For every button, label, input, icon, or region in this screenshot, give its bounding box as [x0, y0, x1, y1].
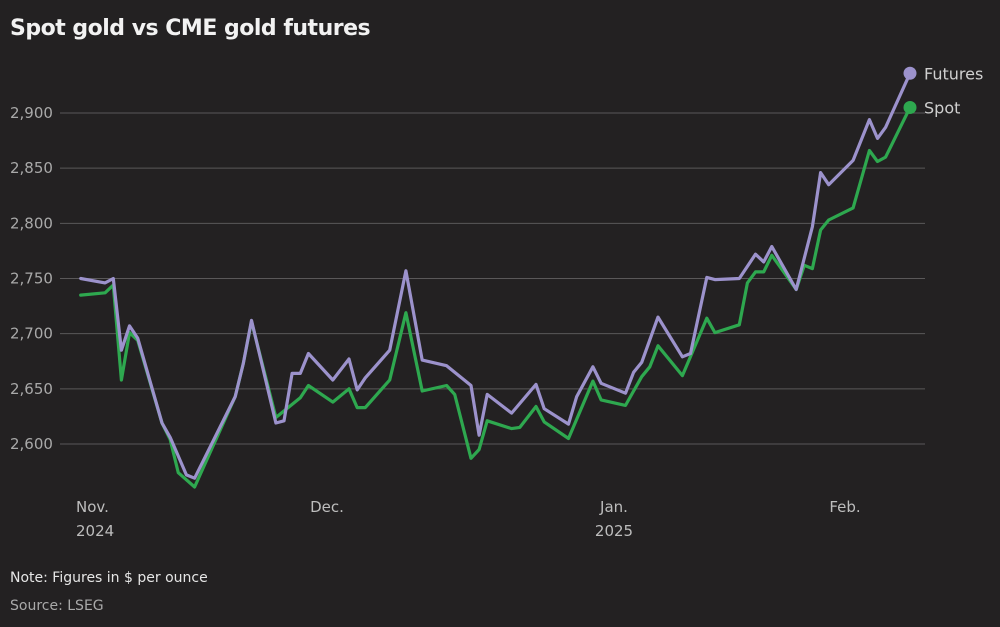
- source-text: Source: LSEG: [10, 598, 104, 614]
- series-line-spot: [79, 105, 912, 489]
- x-tick-label: Dec.: [310, 498, 344, 516]
- x-tick-year: 2025: [595, 522, 633, 540]
- x-tick-year: 2024: [76, 522, 114, 540]
- y-tick-label: 2,650: [10, 380, 53, 398]
- y-tick-label: 2,600: [10, 435, 53, 453]
- series-end-dot-futures: [903, 66, 917, 80]
- series-line-futures: [79, 71, 912, 480]
- chart-title: Spot gold vs CME gold futures: [10, 16, 371, 41]
- x-tick-label: Nov.: [76, 498, 109, 516]
- y-tick-label: 2,900: [10, 104, 53, 122]
- y-tick-label: 2,750: [10, 270, 53, 288]
- x-tick-label: Jan.: [599, 498, 628, 516]
- x-tick-label: Feb.: [829, 498, 860, 516]
- legend-label-spot: Spot: [924, 98, 960, 117]
- y-tick-label: 2,850: [10, 159, 53, 177]
- y-tick-label: 2,700: [10, 325, 53, 343]
- y-tick-label: 2,800: [10, 214, 53, 232]
- legend-label-futures: Futures: [924, 64, 983, 83]
- note-text: Note: Figures in $ per ounce: [10, 570, 208, 586]
- series-end-dot-spot: [903, 100, 917, 114]
